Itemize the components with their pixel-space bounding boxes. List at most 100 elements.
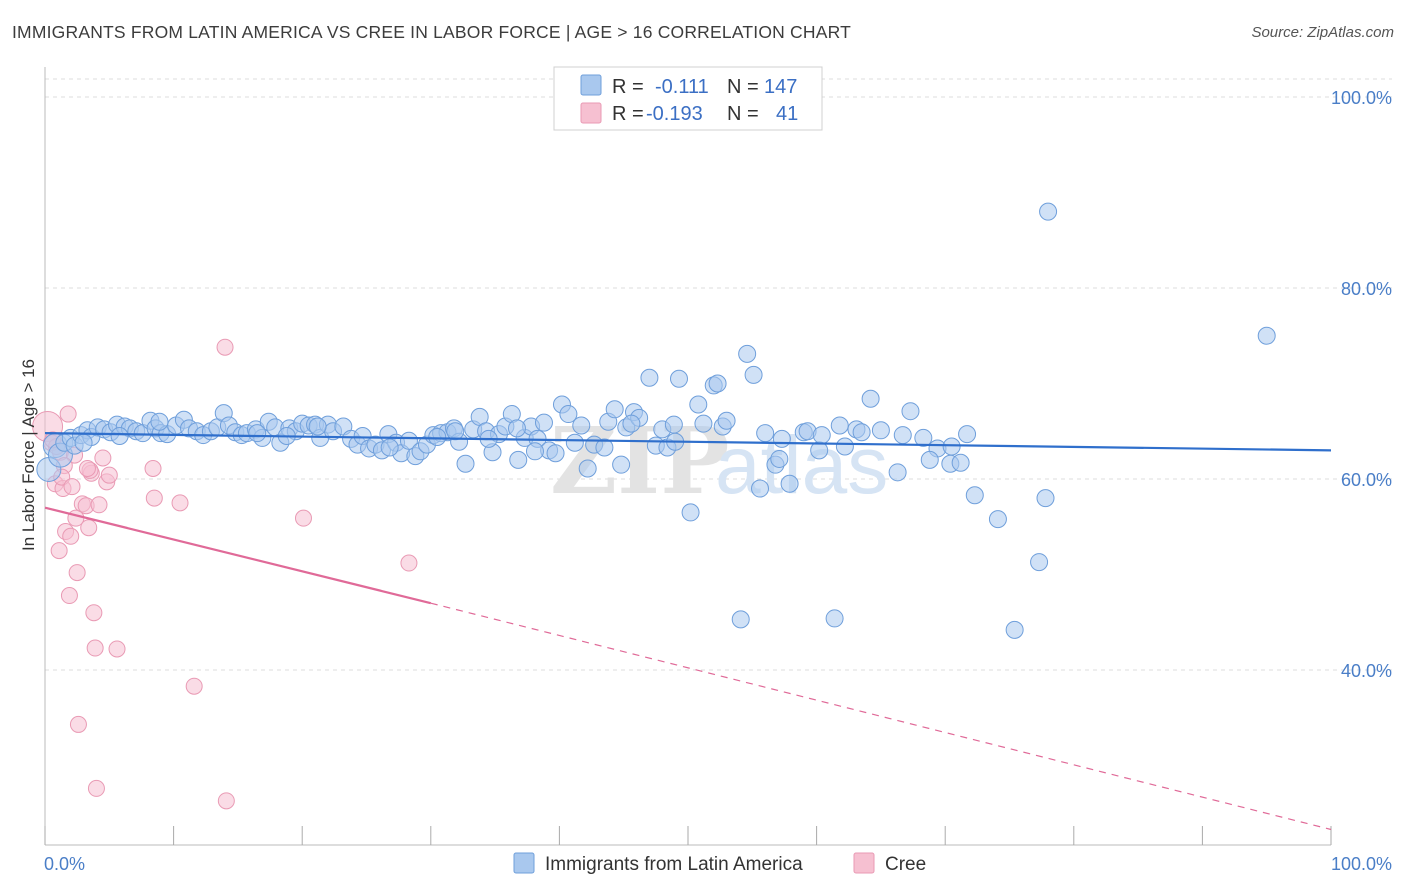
latin-america-point (1039, 202, 1058, 221)
latin-america-point (578, 459, 597, 478)
cree-trend-line (44, 506, 432, 605)
latin-america-point (150, 412, 169, 431)
latin-america-point (1257, 326, 1276, 345)
bottom-legend-swatch-blue (513, 852, 535, 874)
latin-america-point (812, 426, 831, 445)
latin-america-point (509, 450, 528, 469)
series-legend: Immigrants from Latin America Cree (513, 852, 926, 875)
latin-america-point (780, 474, 799, 493)
latin-america-point (612, 455, 631, 474)
legend-n-value-1: 147 (764, 76, 797, 98)
latin-america-point (901, 402, 920, 421)
latin-america-point (835, 437, 854, 456)
latin-america-point (380, 438, 399, 457)
latin-america-point (694, 414, 713, 433)
latin-america-point (559, 405, 578, 424)
bottom-legend-label-1: Immigrants from Latin America (545, 854, 803, 875)
latin-america-point (308, 417, 327, 436)
y-tick-labels: 100.0% 80.0% 60.0% 40.0% (1331, 88, 1392, 681)
cree-point (60, 587, 78, 605)
latin-america-point (708, 374, 727, 393)
latin-america-point (958, 425, 977, 444)
cree-point (185, 677, 203, 695)
latin-america-point (920, 450, 939, 469)
legend-n-label-2: N = (727, 103, 759, 125)
latin-america-point (622, 414, 641, 433)
y-axis-label: In Labor Force | Age > 16 (19, 359, 38, 551)
latin-america-point (248, 424, 267, 443)
cree-point (100, 466, 118, 484)
cree-point (171, 494, 189, 512)
latin-america-point (1005, 620, 1024, 639)
cree-point (59, 405, 77, 423)
latin-america-point (717, 411, 736, 430)
latin-america-point (951, 453, 970, 472)
latin-america-point (428, 427, 447, 446)
cree-point (85, 604, 103, 622)
latin-america-point (681, 503, 700, 522)
cree-point (216, 338, 234, 356)
latin-america-point (751, 479, 770, 498)
latin-america-point (942, 437, 961, 456)
latin-america-point (914, 428, 933, 447)
latin-america-point (456, 454, 475, 473)
latin-america-point (744, 365, 763, 384)
y-tick-label: 80.0% (1341, 279, 1392, 299)
latin-america-point (664, 415, 683, 434)
legend-r-value-2: -0.193 (646, 103, 703, 125)
legend-swatch-pink (580, 102, 602, 124)
latin-america-point (525, 442, 544, 461)
y-tick-label: 40.0% (1341, 661, 1392, 681)
latin-america-point (595, 438, 614, 457)
axes (44, 67, 1332, 846)
cree-point (86, 639, 104, 657)
latin-america-point (534, 413, 553, 432)
latin-america-point (861, 389, 880, 408)
latin-america-point (825, 609, 844, 628)
latin-america-point (605, 400, 624, 419)
latin-america-point (830, 416, 849, 435)
x-tick-labels: 0.0% 100.0% (44, 854, 1392, 874)
cree-point (87, 779, 105, 797)
x-tick-label: 100.0% (1331, 854, 1392, 874)
cree-trend-line-extrapolated (430, 602, 1332, 831)
bottom-legend-label-2: Cree (885, 854, 926, 875)
cree-point (69, 715, 87, 733)
latin-america-point (1036, 489, 1055, 508)
latin-america-point (965, 486, 984, 505)
latin-america-point (1030, 553, 1049, 572)
cree-point (68, 564, 86, 582)
latin-america-point (888, 463, 907, 482)
legend-swatch-blue (580, 74, 602, 96)
legend-r-value-1: -0.111 (655, 76, 709, 98)
legend-n-value-2: 41 (776, 103, 798, 125)
latin-america-trend-line (44, 432, 1332, 452)
y-tick-label: 60.0% (1341, 470, 1392, 490)
source-label: Source: ZipAtlas.com (1251, 24, 1394, 41)
latin-america-point (738, 344, 757, 363)
legend-r-label-1: R = (612, 76, 644, 98)
legend-r-label-2: R = (612, 103, 644, 125)
latin-america-point (446, 422, 465, 441)
latin-america-point (399, 431, 418, 450)
chart-title: IMMIGRANTS FROM LATIN AMERICA VS CREE IN… (12, 22, 852, 42)
x-tick-label: 0.0% (44, 854, 85, 874)
cree-point (94, 449, 112, 467)
cree-point (63, 478, 81, 496)
latin-america-point (507, 419, 526, 438)
latin-america-point (772, 429, 791, 448)
cree-point (62, 527, 80, 545)
grid-lines (45, 78, 1392, 671)
trend-lines (44, 432, 1332, 831)
cree-point (108, 640, 126, 658)
latin-america-point (640, 368, 659, 387)
cree-point (50, 542, 68, 560)
latin-america-point (770, 449, 789, 468)
latin-america-point (871, 421, 890, 440)
cree-point (294, 509, 312, 527)
cree-point (145, 489, 163, 507)
latin-america-point (731, 610, 750, 629)
correlation-legend: R = -0.111 N = 147 R = -0.193 N = 41 (553, 66, 823, 131)
latin-america-point (669, 369, 688, 388)
